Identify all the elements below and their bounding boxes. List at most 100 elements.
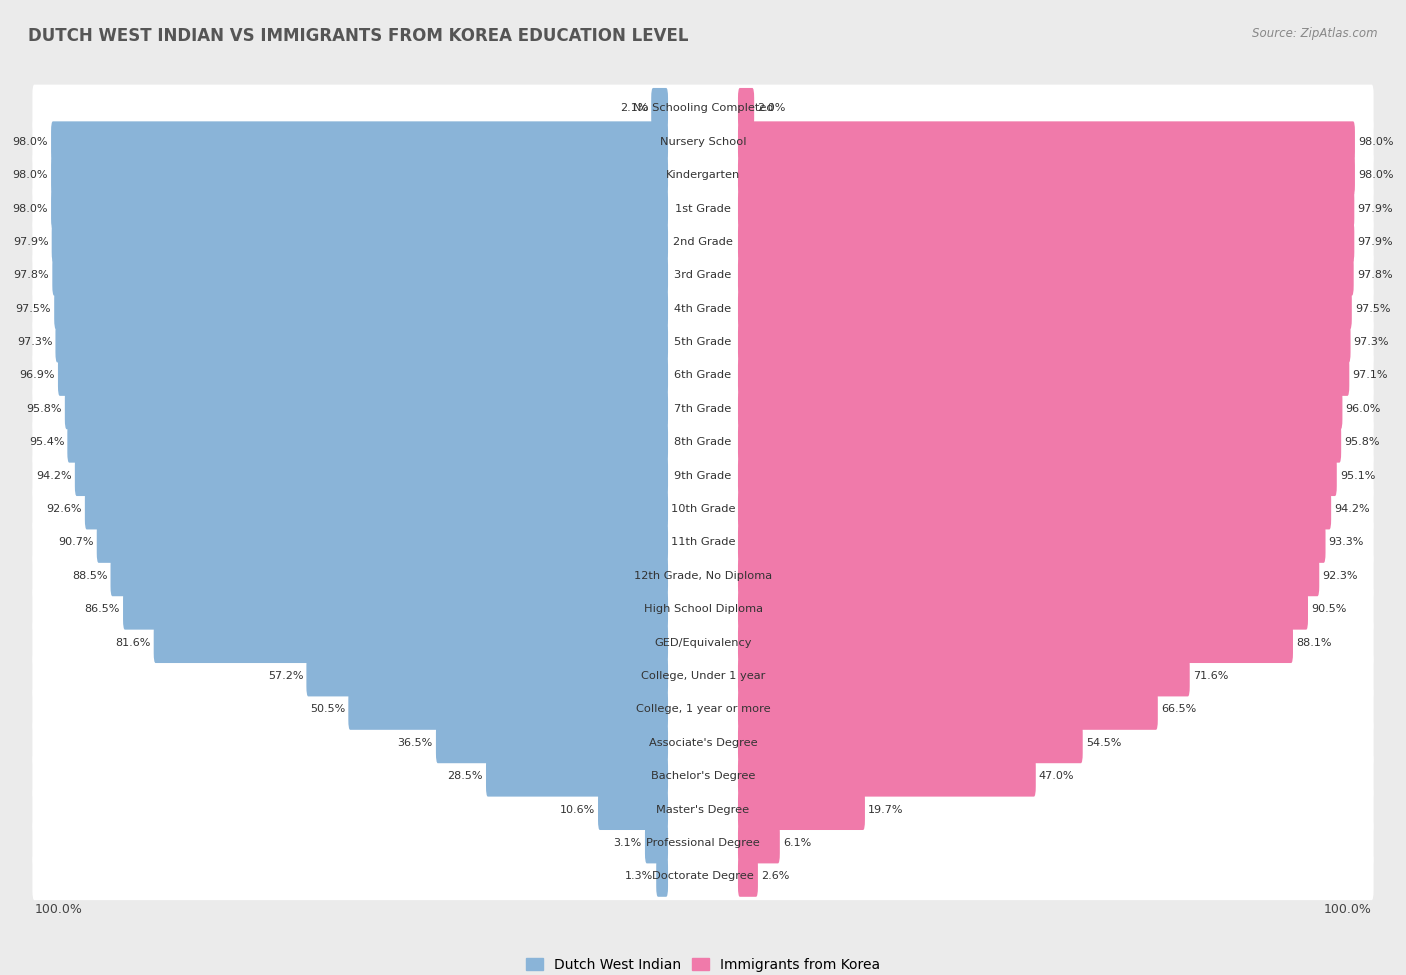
Text: 98.0%: 98.0% [13, 136, 48, 146]
FancyBboxPatch shape [32, 786, 1374, 834]
Text: 2.6%: 2.6% [761, 872, 789, 881]
Text: 36.5%: 36.5% [398, 738, 433, 748]
FancyBboxPatch shape [51, 121, 668, 162]
FancyBboxPatch shape [67, 422, 668, 463]
Text: 2.0%: 2.0% [758, 103, 786, 113]
Text: 1.3%: 1.3% [624, 872, 654, 881]
Text: 98.0%: 98.0% [13, 170, 48, 180]
Text: 98.0%: 98.0% [1358, 170, 1393, 180]
Text: 90.7%: 90.7% [58, 537, 94, 548]
FancyBboxPatch shape [486, 756, 668, 797]
FancyBboxPatch shape [32, 586, 1374, 633]
FancyBboxPatch shape [738, 388, 1343, 429]
Text: 3.1%: 3.1% [613, 838, 643, 848]
Text: Source: ZipAtlas.com: Source: ZipAtlas.com [1253, 27, 1378, 40]
Text: 2.1%: 2.1% [620, 103, 648, 113]
FancyBboxPatch shape [32, 218, 1374, 265]
Text: 2nd Grade: 2nd Grade [673, 237, 733, 247]
FancyBboxPatch shape [738, 689, 1157, 730]
Text: 10.6%: 10.6% [560, 804, 595, 815]
Text: 92.6%: 92.6% [46, 504, 82, 514]
FancyBboxPatch shape [738, 589, 1308, 630]
Text: 92.3%: 92.3% [1322, 571, 1358, 581]
FancyBboxPatch shape [738, 155, 1355, 195]
Text: 97.9%: 97.9% [13, 237, 49, 247]
Text: 97.9%: 97.9% [1357, 237, 1393, 247]
FancyBboxPatch shape [32, 552, 1374, 600]
Text: College, 1 year or more: College, 1 year or more [636, 705, 770, 715]
FancyBboxPatch shape [738, 722, 1083, 763]
Text: 90.5%: 90.5% [1310, 604, 1347, 614]
FancyBboxPatch shape [32, 853, 1374, 900]
FancyBboxPatch shape [32, 486, 1374, 532]
Text: 81.6%: 81.6% [115, 638, 150, 647]
FancyBboxPatch shape [75, 455, 668, 496]
FancyBboxPatch shape [307, 655, 668, 696]
Text: High School Diploma: High School Diploma [644, 604, 762, 614]
Text: 8th Grade: 8th Grade [675, 437, 731, 448]
Text: Doctorate Degree: Doctorate Degree [652, 872, 754, 881]
FancyBboxPatch shape [738, 254, 1354, 295]
Text: 95.4%: 95.4% [28, 437, 65, 448]
FancyBboxPatch shape [738, 355, 1350, 396]
Text: Kindergarten: Kindergarten [666, 170, 740, 180]
FancyBboxPatch shape [738, 622, 1294, 663]
FancyBboxPatch shape [32, 819, 1374, 867]
Text: Master's Degree: Master's Degree [657, 804, 749, 815]
FancyBboxPatch shape [32, 385, 1374, 433]
FancyBboxPatch shape [32, 753, 1374, 800]
Text: 98.0%: 98.0% [13, 204, 48, 214]
FancyBboxPatch shape [738, 790, 865, 830]
FancyBboxPatch shape [58, 355, 668, 396]
Text: 3rd Grade: 3rd Grade [675, 270, 731, 280]
Text: 98.0%: 98.0% [1358, 136, 1393, 146]
Text: 10th Grade: 10th Grade [671, 504, 735, 514]
FancyBboxPatch shape [738, 88, 754, 129]
FancyBboxPatch shape [738, 422, 1341, 463]
FancyBboxPatch shape [32, 285, 1374, 332]
FancyBboxPatch shape [32, 319, 1374, 366]
FancyBboxPatch shape [51, 155, 668, 195]
Text: 12th Grade, No Diploma: 12th Grade, No Diploma [634, 571, 772, 581]
Text: 93.3%: 93.3% [1329, 537, 1364, 548]
FancyBboxPatch shape [124, 589, 668, 630]
Text: 97.8%: 97.8% [14, 270, 49, 280]
Text: 6.1%: 6.1% [783, 838, 811, 848]
Text: 7th Grade: 7th Grade [675, 404, 731, 413]
FancyBboxPatch shape [32, 619, 1374, 666]
Text: 28.5%: 28.5% [447, 771, 482, 781]
FancyBboxPatch shape [738, 322, 1351, 363]
FancyBboxPatch shape [111, 556, 668, 597]
Text: 96.9%: 96.9% [20, 370, 55, 380]
FancyBboxPatch shape [645, 823, 668, 864]
Text: 50.5%: 50.5% [309, 705, 346, 715]
FancyBboxPatch shape [349, 689, 668, 730]
FancyBboxPatch shape [32, 352, 1374, 399]
FancyBboxPatch shape [32, 652, 1374, 700]
Text: 47.0%: 47.0% [1039, 771, 1074, 781]
FancyBboxPatch shape [738, 188, 1354, 229]
FancyBboxPatch shape [651, 88, 668, 129]
FancyBboxPatch shape [738, 856, 758, 897]
FancyBboxPatch shape [55, 289, 668, 330]
Text: 100.0%: 100.0% [1324, 903, 1372, 916]
Text: 95.8%: 95.8% [1344, 437, 1379, 448]
FancyBboxPatch shape [84, 488, 668, 529]
FancyBboxPatch shape [738, 655, 1189, 696]
FancyBboxPatch shape [153, 622, 668, 663]
Text: 95.1%: 95.1% [1340, 471, 1375, 481]
Text: 11th Grade: 11th Grade [671, 537, 735, 548]
Text: 88.1%: 88.1% [1296, 638, 1331, 647]
Text: 97.3%: 97.3% [17, 337, 52, 347]
Text: DUTCH WEST INDIAN VS IMMIGRANTS FROM KOREA EDUCATION LEVEL: DUTCH WEST INDIAN VS IMMIGRANTS FROM KOR… [28, 27, 689, 45]
Text: 19.7%: 19.7% [868, 804, 904, 815]
Text: College, Under 1 year: College, Under 1 year [641, 671, 765, 682]
Text: 6th Grade: 6th Grade [675, 370, 731, 380]
Text: No Schooling Completed: No Schooling Completed [633, 103, 773, 113]
Text: 97.1%: 97.1% [1353, 370, 1388, 380]
Text: 97.9%: 97.9% [1357, 204, 1393, 214]
FancyBboxPatch shape [32, 185, 1374, 232]
Text: Associate's Degree: Associate's Degree [648, 738, 758, 748]
Text: 5th Grade: 5th Grade [675, 337, 731, 347]
FancyBboxPatch shape [32, 519, 1374, 566]
